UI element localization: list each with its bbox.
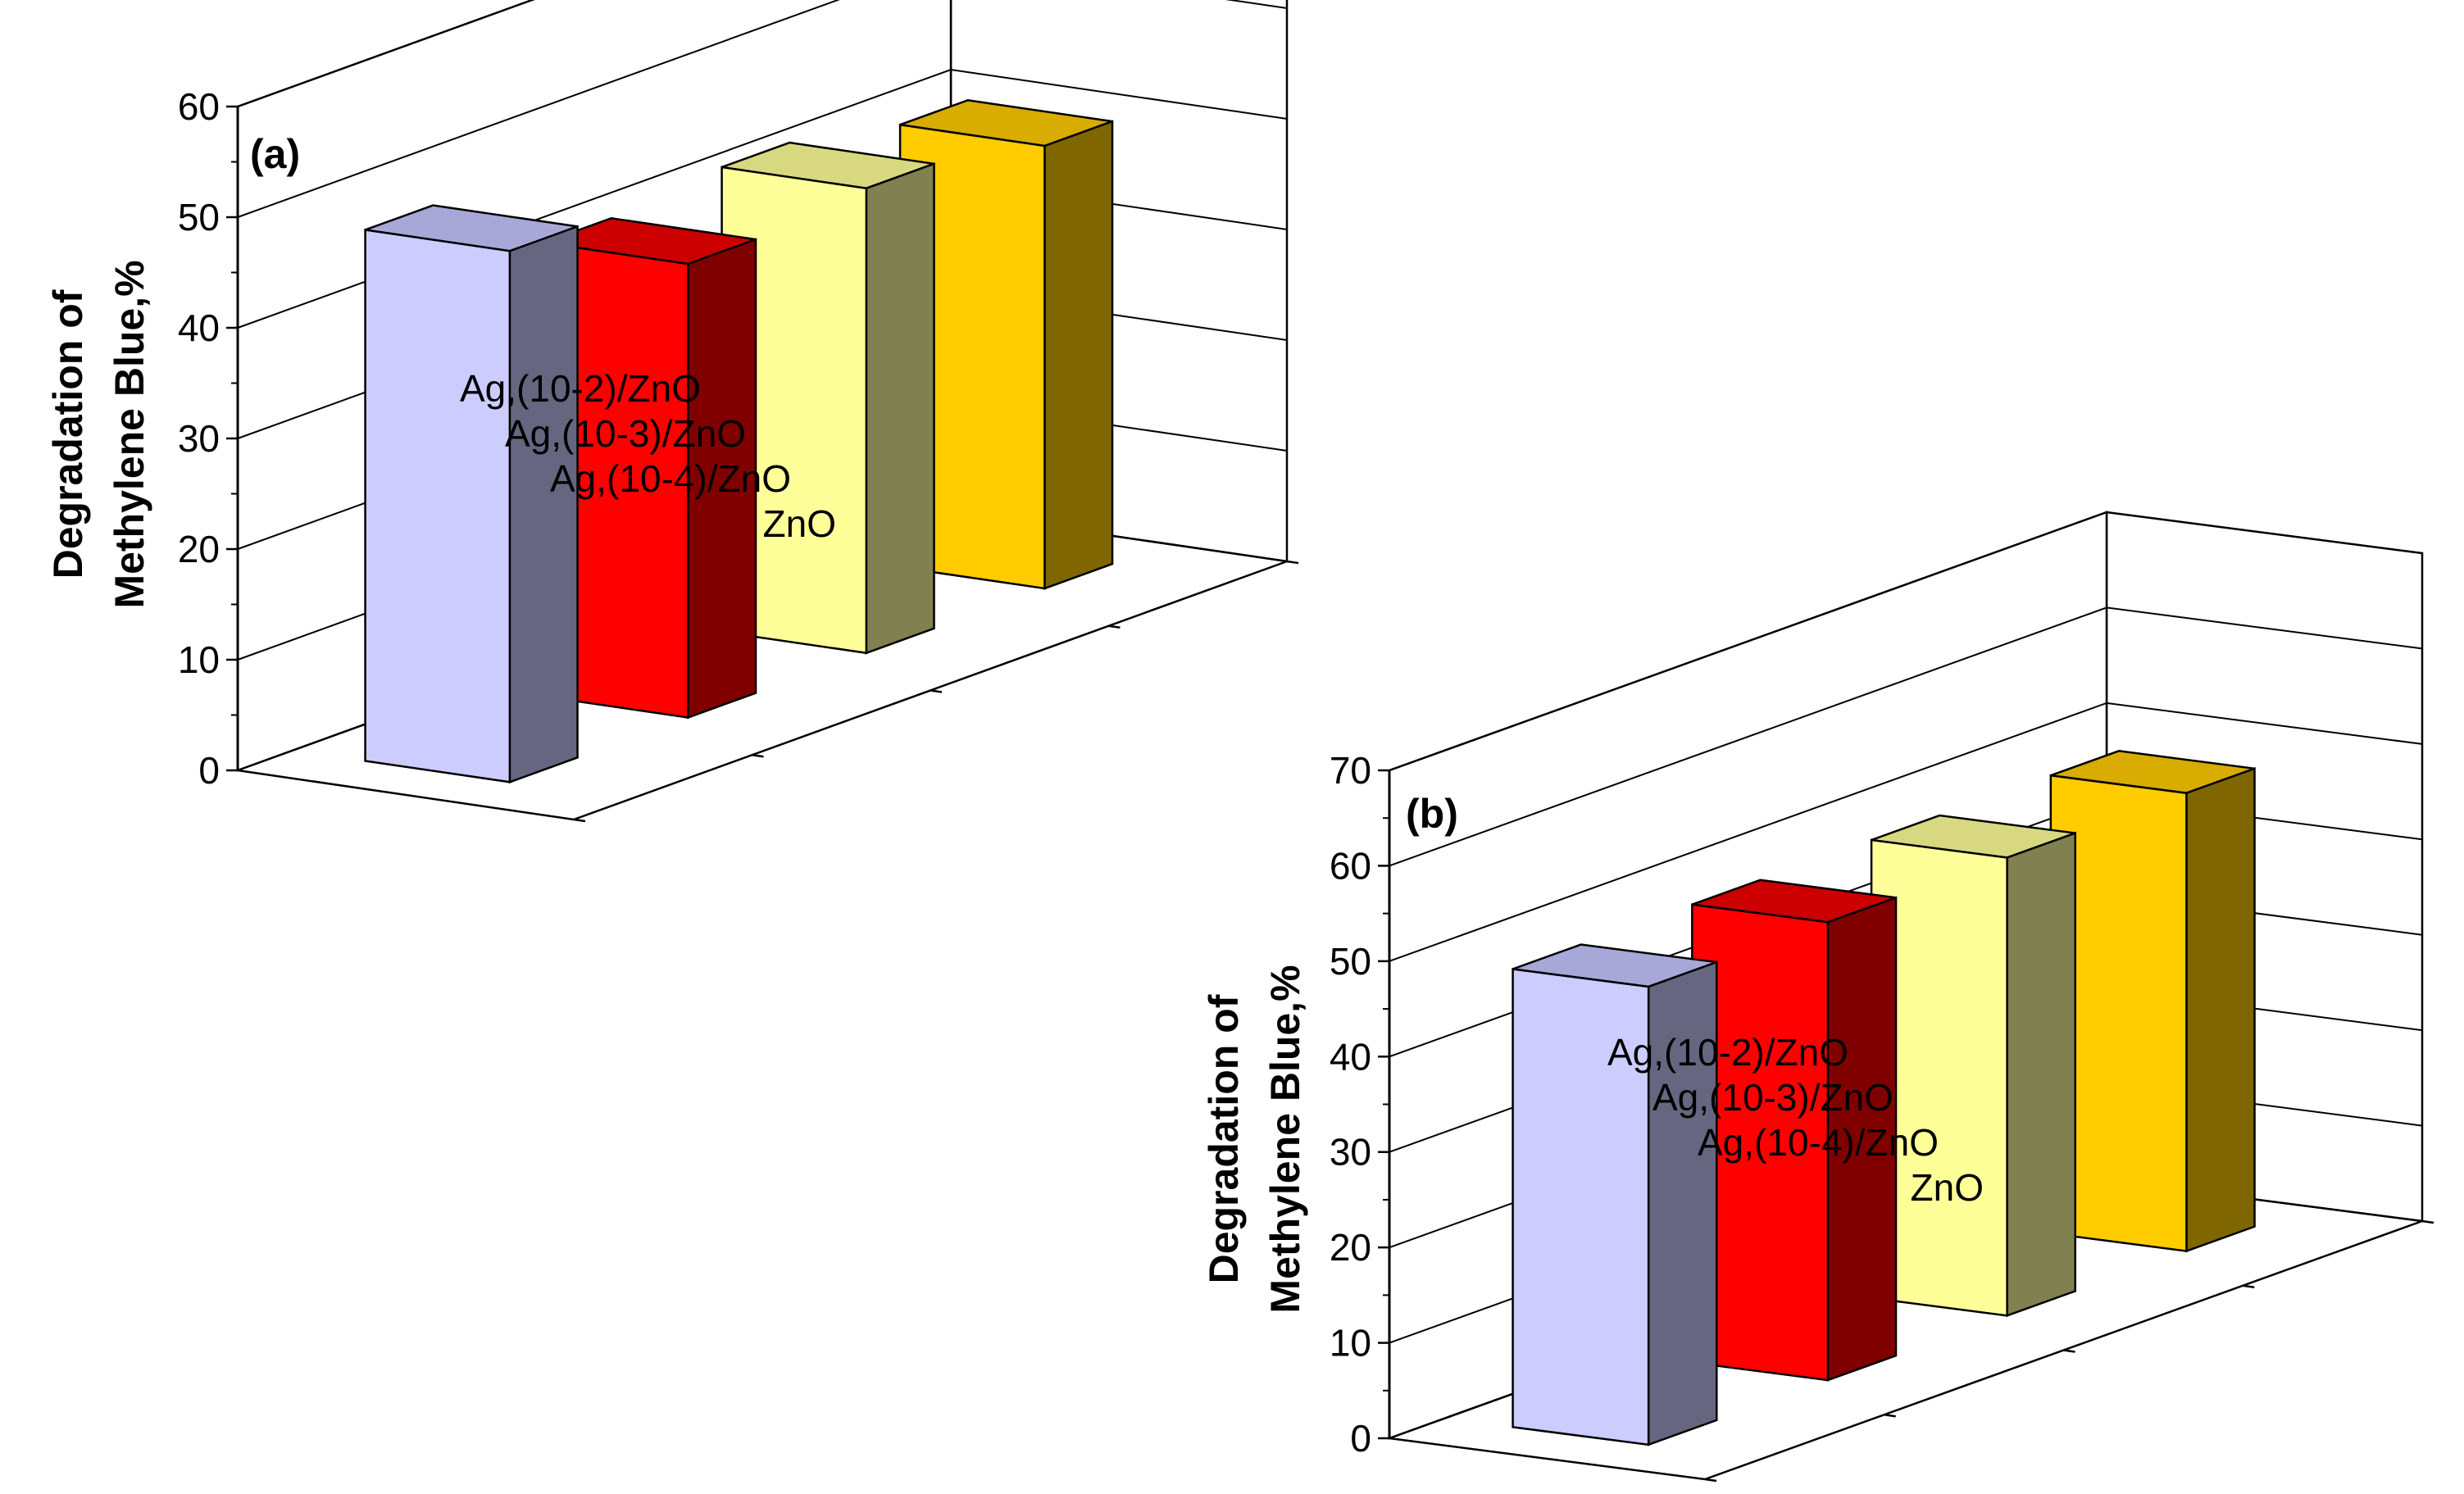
bar-ag-10-2-zno-side — [2185, 767, 2256, 1253]
category-label-ag-10-2-zno: Ag,(10-2)/ZnO — [1607, 1031, 1848, 1074]
depth-tick — [752, 754, 764, 758]
bar-zno-side — [508, 225, 579, 784]
depth-tick — [2421, 1219, 2434, 1224]
category-label-ag-10-2-zno: Ag,(10-2)/ZnO — [460, 367, 701, 410]
bar-ag-10-3-zno-side — [865, 162, 935, 655]
category-label-ag-10-4-zno: Ag,(10-4)/ZnO — [550, 457, 791, 500]
category-label-ag-10-4-zno: Ag,(10-4)/ZnO — [1698, 1121, 1939, 1164]
y-axis-title-line: Degradation of — [45, 289, 91, 579]
y-tick-label: 40 — [1330, 1035, 1371, 1078]
y-tick-label: 0 — [1350, 1417, 1371, 1460]
depth-tick — [930, 689, 943, 693]
depth-tick — [1108, 624, 1121, 629]
y-tick-label: 50 — [1330, 940, 1371, 983]
y-axis-title-line: Degradation of — [1201, 994, 1247, 1283]
y-tick-label: 60 — [178, 85, 220, 128]
y-tick-label: 20 — [178, 528, 220, 570]
category-label-ag-10-3-zno: Ag,(10-3)/ZnO — [1653, 1076, 1893, 1119]
y-tick-label: 10 — [178, 638, 220, 681]
bar-zno — [1512, 943, 1718, 1446]
bar-zno — [364, 204, 579, 784]
category-label-ag-10-3-zno: Ag,(10-3)/ZnO — [505, 412, 746, 455]
panel-a: 0 10 20 30 40 50 60 ZnOAg,(10-4)/ZnOAg,(10-3)/Z… — [45, 0, 1299, 823]
depth-tick — [1884, 1414, 1896, 1418]
depth-tick — [1704, 1478, 1717, 1483]
panel-label: (a) — [250, 131, 300, 177]
gridline — [237, 0, 1288, 218]
category-label-zno: ZnO — [763, 502, 836, 545]
y-axis-title-line: Methylene Blue,% — [1262, 965, 1308, 1313]
y-tick-label: 0 — [198, 749, 220, 792]
depth-tick — [573, 818, 586, 823]
y-tick-label: 40 — [178, 307, 220, 349]
depth-tick — [1286, 560, 1299, 565]
panel-label: (b) — [1406, 791, 1458, 837]
bar-ag-10-3-zno — [721, 141, 935, 655]
bar-ag-10-2-zno — [2049, 750, 2256, 1253]
y-axis-title-line: Methylene Blue,% — [107, 260, 152, 608]
depth-tick — [2063, 1349, 2075, 1353]
y-tick-label: 30 — [1330, 1131, 1371, 1174]
bar-zno-front — [364, 229, 511, 783]
bar-zno-front — [1512, 968, 1650, 1446]
bar-ag-10-2-zno — [898, 99, 1114, 590]
depth-tick — [2243, 1284, 2255, 1288]
gridline — [1389, 511, 2423, 771]
y-tick-label: 70 — [1330, 749, 1371, 792]
bar-ag-10-4-zno — [542, 217, 757, 720]
panel-b: 0 10 20 30 40 50 60 70 ZnOAg,(10-4)/ZnOAg,(10-3)… — [1201, 511, 2434, 1483]
bar-ag-10-3-zno — [1870, 814, 2077, 1318]
gridline — [237, 0, 534, 107]
y-tick-label: 30 — [178, 417, 220, 460]
y-tick-label: 50 — [178, 196, 220, 238]
bar-ag-10-3-zno-side — [2006, 831, 2077, 1318]
y-tick-label: 60 — [1330, 844, 1371, 887]
gridline — [1389, 702, 2423, 962]
bar-ag-10-4-zno — [1691, 879, 1898, 1382]
bar-ag-10-2-zno-side — [1043, 120, 1114, 590]
category-label-zno: ZnO — [1911, 1166, 1984, 1209]
gridline — [1389, 606, 2423, 867]
y-tick-label: 20 — [1330, 1226, 1371, 1269]
y-tick-label: 10 — [1330, 1322, 1371, 1365]
